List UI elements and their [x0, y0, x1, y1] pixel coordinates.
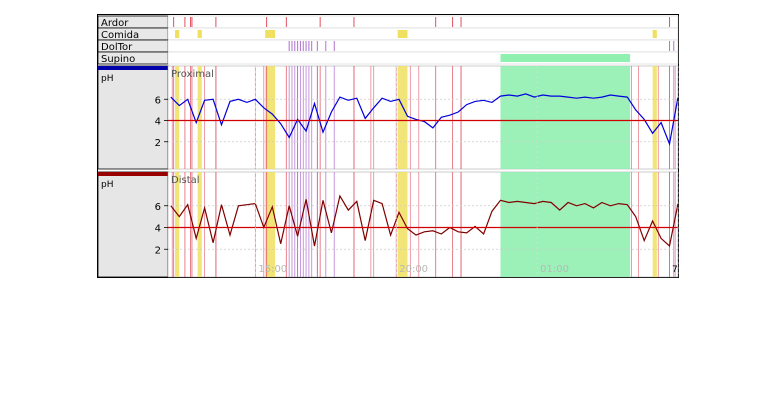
time-tick-label: 20:00 [399, 264, 428, 275]
panel-span-shading [500, 172, 631, 277]
ph-monitoring-chart: Ardor Comida DolTor Supino pH 2 4 6 Proximal pH 2… [97, 14, 679, 278]
event-row-label: Ardor [101, 18, 129, 29]
event-span [197, 30, 202, 38]
event-span [265, 30, 276, 38]
panel-name: Distal [171, 175, 200, 186]
y-tick-label: 6 [155, 202, 161, 213]
event-row-label: Comida [101, 30, 139, 41]
panel-ylabel: pH [101, 74, 113, 84]
panel-span-shading [265, 172, 276, 277]
panel-color-bar [98, 172, 168, 176]
event-row-track [167, 15, 679, 29]
panel-span-shading [265, 66, 276, 169]
event-row-track [167, 39, 679, 53]
event-span [500, 54, 631, 62]
panel-axis-column [98, 171, 169, 278]
y-tick-label: 6 [155, 95, 161, 106]
y-tick-label: 2 [155, 245, 161, 256]
time-tick-label: 01:00 [540, 264, 569, 275]
y-tick-label: 2 [155, 138, 161, 149]
panel-ylabel: pH [101, 180, 113, 190]
panel-name: Proximal [171, 69, 214, 80]
panel-span-shading [175, 66, 180, 169]
panel-span-shading [652, 66, 657, 169]
panel-span-shading [397, 66, 408, 169]
panel-color-bar [98, 66, 168, 70]
event-row-track [167, 27, 679, 41]
y-tick-label: 4 [155, 224, 161, 235]
event-span [175, 30, 180, 38]
event-span [652, 30, 657, 38]
panel-span-shading [175, 172, 180, 277]
panel-span-shading [397, 172, 408, 277]
ph-panels: pH246ProximalpH246Distal15:0020:0001:000… [98, 65, 679, 278]
event-span [397, 30, 408, 38]
panel-span-shading [500, 66, 631, 169]
event-row-label: Supino [101, 54, 135, 65]
panel-axis-column [98, 65, 169, 170]
panel-span-shading [197, 66, 202, 169]
y-tick-label: 4 [155, 117, 161, 128]
x-end-label: 7 [672, 265, 678, 275]
event-row-label: DolTor [101, 42, 133, 53]
ph-series-line [170, 93, 679, 147]
time-tick-label: 15:00 [258, 264, 287, 275]
